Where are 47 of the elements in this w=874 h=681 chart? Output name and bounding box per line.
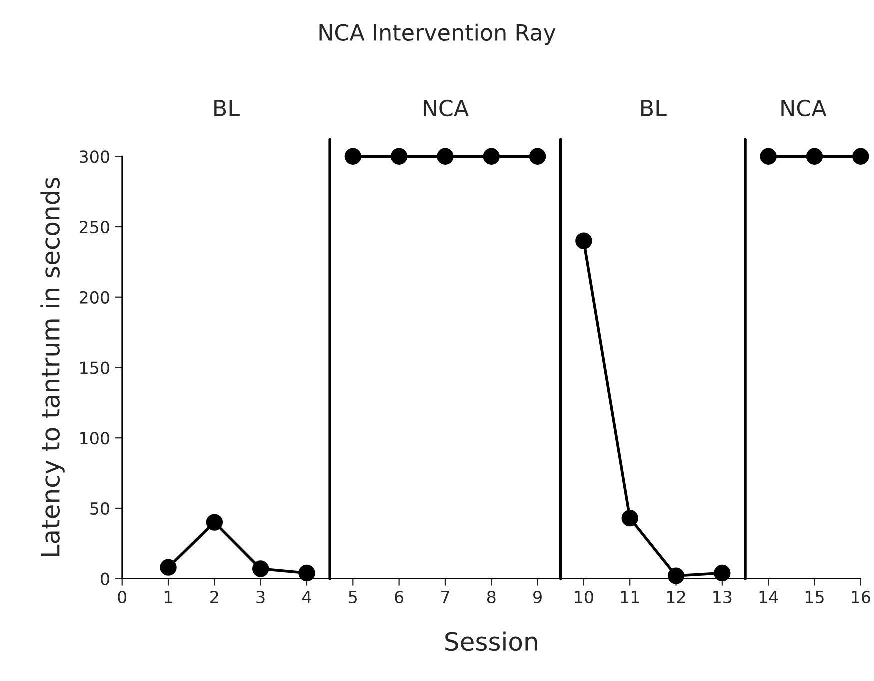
x-tick-label: 8 [487,590,496,604]
point [529,148,546,165]
x-tick-label: 10 [575,590,594,604]
chart-title: NCA Intervention Ray [320,24,556,46]
x-tick-label: 12 [667,590,686,604]
point [298,564,316,582]
x-tick-label: 1 [165,591,172,604]
y-axis-title: Latency to tantrum in seconds [40,178,65,556]
x-tick-label: 6 [395,590,404,604]
point [714,564,731,582]
x-tick-label: 9 [534,590,542,604]
x-tick-label: 15 [806,591,824,604]
x-tick-label: 3 [256,590,265,604]
y-tick-label: 150 [80,362,110,374]
y-tick-label: 250 [80,220,110,234]
x-tick-label: 4 [302,591,312,604]
x-tick-label: 11 [621,591,640,604]
point [622,510,638,527]
y-tick-label: 300 [80,150,110,164]
y-tick-label: 200 [80,291,110,304]
x-tick-label: 0 [118,590,127,604]
text: BL [214,100,240,116]
y-tick-label: 50 [90,502,110,516]
point [760,148,777,165]
x-tick-label: 2 [210,590,218,604]
point [344,148,362,165]
y-tick-label: 0 [101,572,110,586]
point [668,568,685,584]
point [483,148,500,165]
x-tick-label: 14 [760,591,778,604]
point [252,560,270,578]
text: NCA [782,100,827,117]
point [437,148,454,165]
x-tick-label: 5 [349,591,357,604]
point [206,514,224,531]
x-axis-title: Session [446,632,538,652]
point [852,148,870,165]
x-tick-label: 16 [852,590,870,604]
y-tick-label: 100 [80,432,110,445]
text: BL [642,100,667,116]
point [576,232,592,250]
point [160,559,177,576]
x-tick-label: 7 [442,591,450,604]
point [390,148,408,165]
text: NCA [424,100,469,117]
x-tick-label: 13 [714,590,732,604]
point [806,148,824,165]
